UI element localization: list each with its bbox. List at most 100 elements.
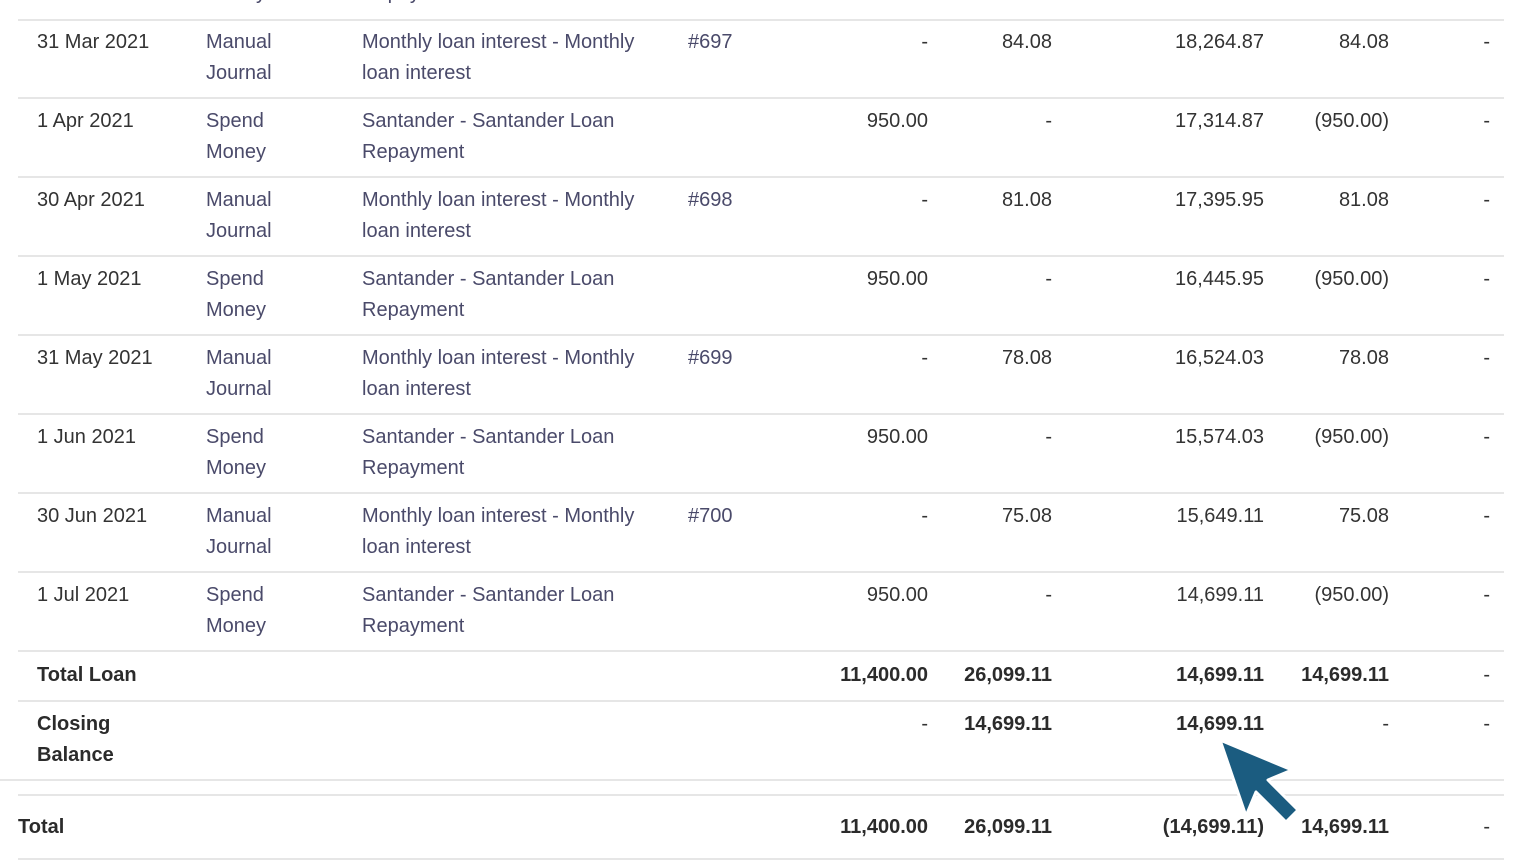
table-row: 1 Jul 2021 Spend Money Santander - Santan… [18, 572, 1504, 652]
debit-cell: 950.00 [866, 110, 928, 132]
credit-cell: 78.08 [1001, 347, 1052, 369]
description-link[interactable]: Repayment [362, 0, 464, 9]
gst-cell: - [1483, 426, 1490, 448]
total-loan-label: Total Loan [37, 664, 137, 686]
credit-cell: 81.08 [1001, 189, 1052, 211]
grand-total-net-movement: 14,699.11 [1301, 816, 1389, 838]
description-link[interactable]: Monthly loan interest - Monthly loan inte… [362, 31, 635, 84]
table-row: 30 Jun 2021 Manual Journal Monthly loan i… [18, 493, 1504, 573]
section-divider [0, 779, 1504, 781]
table-row: 30 Apr 2021 Manual Journal Monthly loan i… [18, 177, 1504, 257]
gst-cell: - [1483, 347, 1490, 369]
net-movement-cell: (950.00) [1314, 110, 1390, 132]
reference-cell: #699 [688, 347, 733, 369]
running-balance-cell: 15,649.11 [1176, 505, 1265, 527]
source-link[interactable]: Money [206, 0, 266, 9]
source-link[interactable]: Manual Journal [206, 505, 272, 558]
date-cell: 1 Jul 2021 [37, 584, 130, 606]
credit-cell: - [1045, 110, 1052, 132]
debit-cell: 950.00 [866, 584, 928, 606]
total-loan-credit: 26,099.11 [964, 664, 1052, 686]
source-link[interactable]: Manual Journal [206, 347, 272, 400]
gst-cell: - [1483, 584, 1490, 606]
grand-total-gst: - [1483, 816, 1490, 838]
running-balance-cell: 15,574.03 [1175, 426, 1264, 448]
credit-cell: 84.08 [1001, 31, 1052, 53]
grand-total-running-balance: (14,699.11) [1162, 816, 1264, 838]
net-movement-cell: (950.00) [1314, 268, 1390, 290]
running-balance-cell: 16,445.95 [1175, 268, 1264, 290]
net-movement-cell: (950.00) [1314, 426, 1390, 448]
debit-cell: - [921, 189, 928, 211]
table-row: 1 Apr 2021 Spend Money Santander - Santan… [18, 98, 1504, 178]
gst-cell: - [1483, 268, 1490, 290]
debit-cell: 950.00 [866, 268, 928, 290]
source-link[interactable]: Manual Journal [206, 31, 272, 84]
closing-balance-net-movement: - [1382, 713, 1389, 735]
debit-cell: 950.00 [866, 426, 928, 448]
credit-cell: 75.08 [1001, 505, 1052, 527]
total-loan-gst: - [1483, 664, 1490, 686]
debit-cell: - [921, 347, 928, 369]
date-cell: 1 Jun 2021 [37, 426, 136, 448]
description-link[interactable]: Monthly loan interest - Monthly loan inte… [362, 189, 635, 242]
date-cell: 1 Apr 2021 [37, 110, 134, 132]
date-cell: 1 May 2021 [37, 268, 142, 290]
table-row: 1 Jun 2021 Spend Money Santander - Santan… [18, 414, 1504, 494]
source-link[interactable]: Spend Money [206, 110, 267, 163]
mouse-pointer-arrow-icon [1218, 738, 1300, 824]
description-link[interactable]: Santander - Santander Loan Repayment [362, 584, 615, 637]
total-loan-debit: 11,400.00 [840, 664, 928, 686]
reference-cell: #700 [688, 505, 733, 527]
net-movement-cell: (950.00) [1314, 584, 1390, 606]
debit-cell: - [921, 31, 928, 53]
total-loan-row: Total Loan 11,400.00 26,099.11 14,699.11… [18, 651, 1504, 702]
running-balance-cell: 18,264.87 [1175, 31, 1264, 53]
running-balance-cell: 16,524.03 [1175, 347, 1264, 369]
grand-total-credit: 26,099.11 [964, 816, 1052, 838]
debit-cell: - [921, 505, 928, 527]
credit-cell: - [1045, 426, 1052, 448]
grand-total-label: Total [18, 816, 65, 838]
source-link[interactable]: Spend Money [206, 584, 267, 637]
date-cell: 30 Apr 2021 [37, 189, 145, 211]
credit-cell: - [1045, 584, 1052, 606]
gst-cell: - [1483, 110, 1490, 132]
total-loan-net-movement: 14,699.11 [1301, 664, 1389, 686]
running-balance-cell: 17,395.95 [1175, 189, 1264, 211]
description-link[interactable]: Santander - Santander Loan Repayment [362, 268, 615, 321]
closing-balance-credit: 14,699.11 [964, 713, 1052, 735]
reference-cell: #697 [688, 31, 733, 53]
closing-balance-label: Closing Balance [37, 713, 114, 766]
grand-total-row: Total 11,400.00 26,099.11 (14,699.11) 14… [18, 796, 1504, 860]
description-link[interactable]: Santander - Santander Loan Repayment [362, 110, 615, 163]
source-link[interactable]: Spend Money [206, 426, 267, 479]
running-balance-cell: 17,314.87 [1175, 110, 1264, 132]
section-divider [18, 794, 1504, 796]
source-link[interactable]: Manual Journal [206, 189, 272, 242]
net-movement-cell: 81.08 [1338, 189, 1389, 211]
table-row: 31 May 2021 Manual Journal Monthly loan i… [18, 335, 1504, 415]
credit-cell: - [1045, 268, 1052, 290]
table-row: 31 Mar 2021 Manual Journal Monthly loan i… [18, 19, 1504, 99]
reference-cell: #698 [688, 189, 733, 211]
gst-cell: - [1483, 189, 1490, 211]
gst-cell: - [1483, 31, 1490, 53]
total-loan-running-balance: 14,699.11 [1176, 664, 1264, 686]
description-link[interactable]: Monthly loan interest - Monthly loan inte… [362, 505, 635, 558]
source-link[interactable]: Spend Money [206, 268, 267, 321]
grand-total-debit: 11,400.00 [840, 816, 928, 838]
closing-balance-debit: - [921, 713, 928, 735]
date-cell: 31 May 2021 [37, 347, 153, 369]
description-link[interactable]: Santander - Santander Loan Repayment [362, 426, 615, 479]
table-row: 1 May 2021 Spend Money Santander - Santan… [18, 256, 1504, 336]
net-movement-cell: 78.08 [1338, 347, 1389, 369]
date-cell: 30 Jun 2021 [37, 505, 148, 527]
running-balance-cell: 14,699.11 [1176, 584, 1265, 606]
table-row-partial: Money Repayment [18, 0, 1504, 21]
description-link[interactable]: Monthly loan interest - Monthly loan inte… [362, 347, 635, 400]
closing-balance-running-balance: 14,699.11 [1176, 713, 1264, 735]
gst-cell: - [1483, 505, 1490, 527]
closing-balance-gst: - [1483, 713, 1490, 735]
net-movement-cell: 75.08 [1338, 505, 1389, 527]
